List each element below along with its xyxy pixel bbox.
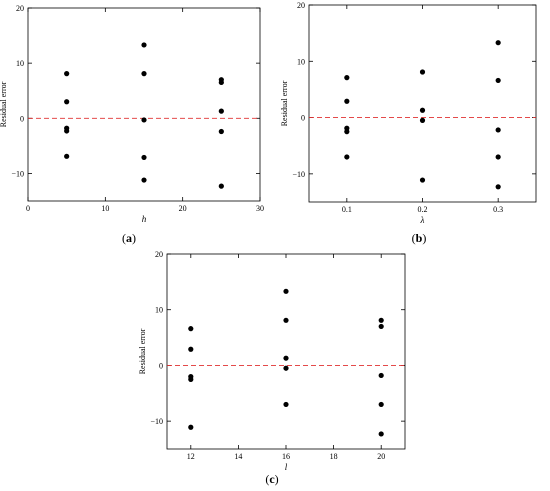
x-tick-label: 10 (101, 204, 109, 213)
y-axis-label: Residual error (0, 81, 8, 127)
y-tick-label: −10 (150, 417, 163, 426)
panel-caption: (a) (122, 231, 136, 245)
data-point (495, 40, 501, 46)
data-point (283, 288, 289, 294)
data-point (378, 317, 384, 323)
data-point (344, 98, 350, 104)
data-point (419, 177, 426, 183)
y-tick-label: 20 (16, 4, 24, 13)
data-point (64, 128, 70, 134)
x-tick-label: 18 (330, 452, 338, 461)
y-tick-label: 0 (20, 114, 24, 123)
y-tick-label: 10 (297, 57, 305, 66)
data-point (218, 128, 224, 135)
x-axis-label: h (142, 214, 147, 224)
y-tick-label: 20 (155, 250, 163, 259)
data-point (188, 376, 194, 382)
data-point (141, 71, 147, 77)
x-tick-label: 0.3 (493, 205, 503, 214)
data-point (344, 129, 350, 135)
data-point (495, 154, 501, 160)
data-point (141, 42, 147, 48)
data-point (378, 372, 384, 379)
panel-caption: (c) (265, 472, 278, 486)
panel-a: 0 10 20 30 −10 0 10 20 Residual error h (a) (0, 4, 264, 245)
data-point (344, 75, 350, 81)
x-tick-label: 20 (377, 452, 385, 461)
y-tick-label: 0 (159, 361, 163, 370)
data-point (188, 424, 194, 430)
data-point (283, 365, 289, 371)
plot-frame (27, 7, 261, 202)
data-point (495, 184, 501, 190)
plot-frame (308, 4, 537, 203)
x-tick-label: 16 (282, 452, 290, 461)
data-point (141, 117, 147, 123)
data-point (218, 108, 224, 114)
data-point (64, 153, 70, 159)
data-point (378, 431, 384, 437)
x-tick-label: 14 (234, 452, 242, 461)
y-tick-label: −10 (292, 170, 305, 179)
data-point (188, 326, 194, 332)
x-tick-label: 0.1 (342, 205, 352, 214)
x-tick-label: 20 (179, 204, 187, 213)
data-point (283, 355, 289, 361)
x-axis-label: λ (420, 215, 425, 225)
data-point (495, 127, 501, 133)
data-point (218, 79, 224, 86)
data-point (419, 117, 426, 123)
x-tick-label: 0 (26, 204, 30, 213)
y-tick-label: 20 (297, 1, 305, 10)
y-tick-label: 10 (16, 59, 24, 68)
x-axis-label: l (285, 462, 288, 472)
data-point (64, 99, 70, 105)
y-tick-label: −10 (11, 169, 24, 178)
x-tick-label: 0.2 (418, 205, 428, 214)
data-point (218, 183, 224, 189)
data-point (188, 346, 194, 352)
data-point (283, 401, 289, 408)
data-point (64, 71, 70, 77)
x-tick-label: 30 (256, 204, 264, 213)
y-tick-label: 0 (301, 114, 305, 123)
y-tick-label: 10 (155, 306, 163, 315)
plot-frame (166, 253, 406, 450)
data-point (378, 401, 384, 408)
x-tick-label: 12 (187, 452, 195, 461)
y-axis-label: Residual error (280, 80, 289, 126)
data-point (283, 317, 289, 323)
panel-c: 12 14 16 18 20 −10 0 10 20 Residual error l (c) (138, 250, 406, 486)
data-point (495, 77, 501, 84)
data-point (344, 154, 350, 160)
data-point (419, 107, 426, 113)
panel-b: 0.1 0.2 0.3 −10 0 10 20 Residual error λ (b) (280, 1, 537, 245)
panel-caption: (b) (412, 231, 427, 245)
data-point (378, 323, 384, 330)
data-point (141, 154, 147, 161)
data-point (419, 69, 426, 75)
data-point (141, 177, 147, 183)
y-axis-label: Residual error (138, 328, 147, 374)
